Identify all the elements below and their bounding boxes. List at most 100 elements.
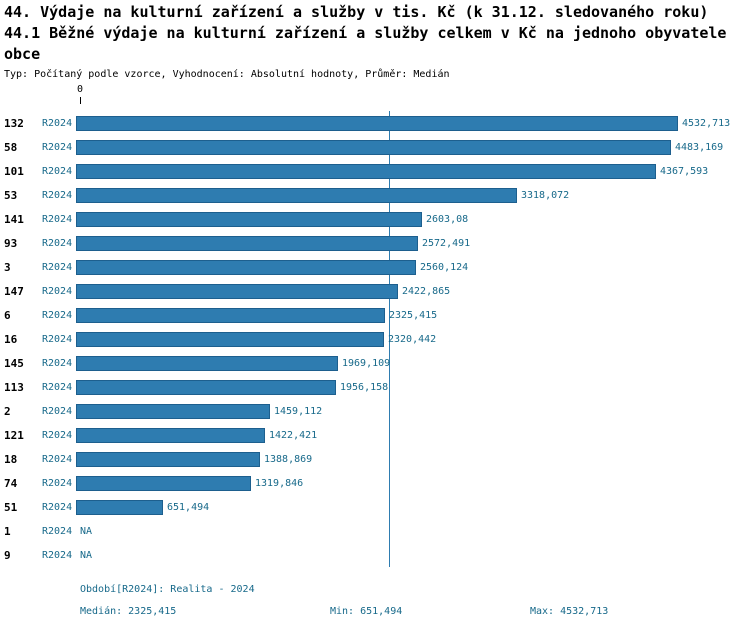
bar-value-label: 3318,072 bbox=[521, 189, 570, 201]
bar-row: 113 R2024 1956,158 bbox=[0, 375, 750, 399]
bar-row: 132 R2024 4532,713 bbox=[0, 111, 750, 135]
median-stat: Medián: 2325,415 bbox=[80, 606, 177, 617]
bar-row: 2 R2024 1459,112 bbox=[0, 399, 750, 423]
bar-value-label: 651,494 bbox=[167, 501, 210, 513]
bar-value-label: 1388,869 bbox=[264, 453, 313, 465]
median-line bbox=[389, 111, 390, 567]
bar bbox=[76, 331, 384, 347]
bar-area: 1422,421 bbox=[76, 423, 750, 447]
row-id-label: 18 bbox=[4, 452, 18, 466]
bar-area: 2603,08 bbox=[76, 207, 750, 231]
row-period-label: R2024 bbox=[42, 141, 73, 153]
row-period-label: R2024 bbox=[42, 213, 73, 225]
row-id-label: 53 bbox=[4, 188, 18, 202]
bar-row: 147 R2024 2422,865 bbox=[0, 279, 750, 303]
bar-row: 74 R2024 1319,846 bbox=[0, 471, 750, 495]
row-period-label: R2024 bbox=[42, 309, 73, 321]
row-period-label: R2024 bbox=[42, 381, 73, 393]
bar-value-label: 4367,593 bbox=[660, 165, 709, 177]
row-id-label: 93 bbox=[4, 236, 18, 250]
bar bbox=[76, 163, 656, 179]
chart-title-line2: 44.1 Běžné výdaje na kulturní zařízení a… bbox=[4, 24, 727, 63]
row-period-label: R2024 bbox=[42, 453, 73, 465]
bar-row: 58 R2024 4483,169 bbox=[0, 135, 750, 159]
row-period-label: R2024 bbox=[42, 405, 73, 417]
bar-area: 1969,109 bbox=[76, 351, 750, 375]
bar-rows: 132 R2024 4532,713 58 R2024 4483,169 101 R2024 4… bbox=[0, 111, 750, 567]
row-id-label: 51 bbox=[4, 500, 18, 514]
bar-row: 16 R2024 2320,442 bbox=[0, 327, 750, 351]
bar-row: 93 R2024 2572,491 bbox=[0, 231, 750, 255]
bar-value-label: 1422,421 bbox=[269, 429, 318, 441]
row-period-label: R2024 bbox=[42, 477, 73, 489]
row-id-label: 147 bbox=[4, 284, 24, 298]
bar-row: 121 R2024 1422,421 bbox=[0, 423, 750, 447]
row-period-label: R2024 bbox=[42, 261, 73, 273]
chart-header: 44. Výdaje na kulturní zařízení a služby… bbox=[4, 2, 730, 80]
row-period-label: R2024 bbox=[42, 237, 73, 249]
bar-value-label: 4532,713 bbox=[682, 117, 731, 129]
row-period-label: R2024 bbox=[42, 501, 73, 513]
bar bbox=[76, 499, 163, 515]
bar bbox=[76, 403, 270, 419]
bar-area: 1459,112 bbox=[76, 399, 750, 423]
row-id-label: 3 bbox=[4, 260, 11, 274]
x-axis-zero-label: 0 bbox=[76, 84, 84, 95]
row-id-label: 58 bbox=[4, 140, 18, 154]
bar-value-label: 2560,124 bbox=[420, 261, 469, 273]
row-period-label: R2024 bbox=[42, 357, 73, 369]
row-id-label: 132 bbox=[4, 116, 24, 130]
row-period-label: R2024 bbox=[42, 285, 73, 297]
bar-row: 9 R2024 NA bbox=[0, 543, 750, 567]
bar bbox=[76, 283, 398, 299]
bar-row: 1 R2024 NA bbox=[0, 519, 750, 543]
bar bbox=[76, 379, 336, 395]
bar-value-label: 2572,491 bbox=[422, 237, 471, 249]
bar-area: 2572,491 bbox=[76, 231, 750, 255]
bar-area: 1319,846 bbox=[76, 471, 750, 495]
bar-row: 51 R2024 651,494 bbox=[0, 495, 750, 519]
bar bbox=[76, 115, 678, 131]
bar bbox=[76, 211, 422, 227]
bar-value-label: 1969,109 bbox=[342, 357, 391, 369]
bar-area: 651,494 bbox=[76, 495, 750, 519]
row-period-label: R2024 bbox=[42, 549, 73, 561]
bar-value-label: 1459,112 bbox=[274, 405, 323, 417]
bar-value-label: 2320,442 bbox=[388, 333, 437, 345]
row-id-label: 74 bbox=[4, 476, 18, 490]
bar-area: 2422,865 bbox=[76, 279, 750, 303]
bar bbox=[76, 355, 338, 371]
bar-area: 1956,158 bbox=[76, 375, 750, 399]
x-axis-tick bbox=[80, 97, 81, 104]
bar bbox=[76, 475, 251, 491]
bar-value-label: NA bbox=[80, 549, 93, 561]
bar-value-label: NA bbox=[80, 525, 93, 537]
max-stat: Max: 4532,713 bbox=[530, 606, 609, 617]
row-id-label: 6 bbox=[4, 308, 11, 322]
row-period-label: R2024 bbox=[42, 429, 73, 441]
row-id-label: 113 bbox=[4, 380, 24, 394]
bar-chart-plot: 0 132 R2024 4532,713 58 R2024 4483,169 101 R202… bbox=[0, 84, 750, 576]
row-period-label: R2024 bbox=[42, 117, 73, 129]
bar-row: 18 R2024 1388,869 bbox=[0, 447, 750, 471]
bar-value-label: 1956,158 bbox=[340, 381, 389, 393]
bar-value-label: 2603,08 bbox=[426, 213, 469, 225]
bar-value-label: 2422,865 bbox=[402, 285, 451, 297]
bar-row: 53 R2024 3318,072 bbox=[0, 183, 750, 207]
row-id-label: 121 bbox=[4, 428, 24, 442]
bar bbox=[76, 307, 385, 323]
row-id-label: 16 bbox=[4, 332, 18, 346]
bar-row: 3 R2024 2560,124 bbox=[0, 255, 750, 279]
chart-subtitle: Typ: Počítaný podle vzorce, Vyhodnocení:… bbox=[4, 69, 450, 80]
bar-area: 2325,415 bbox=[76, 303, 750, 327]
row-id-label: 101 bbox=[4, 164, 24, 178]
bar-area: 4367,593 bbox=[76, 159, 750, 183]
row-id-label: 1 bbox=[4, 524, 11, 538]
bar-area: NA bbox=[76, 543, 750, 567]
bar-area: 2560,124 bbox=[76, 255, 750, 279]
bar-area: 4483,169 bbox=[76, 135, 750, 159]
bar-row: 101 R2024 4367,593 bbox=[0, 159, 750, 183]
bar bbox=[76, 427, 265, 443]
row-period-label: R2024 bbox=[42, 165, 73, 177]
